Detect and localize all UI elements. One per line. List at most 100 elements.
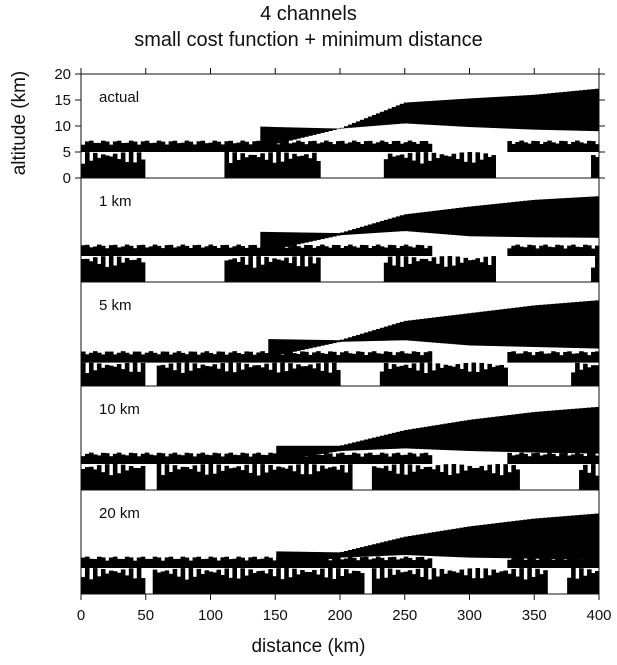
water-cloud-column: [300, 570, 305, 594]
ice-cloud-lower-column: [156, 245, 162, 256]
ice-cloud-lower-column: [547, 452, 552, 464]
ice-cloud-upper-column: [447, 423, 453, 451]
ice-cloud-lower-column: [507, 248, 512, 256]
water-cloud-column: [543, 570, 548, 594]
ice-cloud-upper-column: [288, 445, 293, 459]
ice-cloud-lower-column: [168, 556, 174, 568]
ice-cloud-upper-column: [523, 413, 528, 453]
ice-cloud-upper-column: [268, 126, 273, 145]
ice-cloud-lower-column: [320, 556, 325, 568]
ice-cloud-lower-column: [343, 246, 349, 256]
ice-cloud-upper-column: [483, 204, 489, 237]
water-cloud-column: [112, 366, 118, 386]
ice-cloud-lower-column: [240, 246, 245, 256]
ice-cloud-lower-column: [244, 247, 249, 256]
ice-cloud-upper-column: [328, 128, 333, 131]
water-cloud-column: [284, 257, 289, 282]
ice-cloud-lower-column: [535, 452, 540, 464]
ice-cloud-lower-column: [124, 352, 130, 363]
ice-cloud-upper-column: [375, 113, 381, 126]
ice-cloud-upper-column: [395, 105, 401, 124]
ice-cloud-lower-column: [108, 456, 114, 464]
ice-cloud-upper-column: [340, 232, 345, 236]
ice-cloud-upper-column: [367, 116, 373, 127]
ice-cloud-lower-column: [403, 244, 409, 256]
ice-cloud-upper-column: [435, 531, 441, 557]
water-cloud-column: [455, 473, 461, 490]
ice-cloud-upper-column: [415, 534, 421, 556]
water-cloud-column: [479, 466, 485, 490]
ice-cloud-lower-column: [328, 560, 333, 568]
water-cloud-column: [471, 259, 477, 282]
ice-cloud-lower-column: [343, 454, 349, 464]
ice-cloud-upper-column: [571, 302, 576, 348]
ice-cloud-lower-column: [268, 246, 273, 256]
water-cloud-column: [435, 576, 441, 594]
ice-cloud-upper-column: [511, 95, 516, 129]
water-cloud-column: [423, 467, 429, 490]
ice-cloud-upper-column: [288, 232, 293, 246]
panel-3-label: 5 km: [99, 297, 132, 314]
ice-cloud-upper-column: [555, 92, 560, 131]
ice-cloud-lower-column: [136, 351, 142, 363]
ice-cloud-lower-column: [184, 140, 190, 152]
ice-cloud-lower-column: [96, 455, 102, 464]
ice-cloud-upper-column: [427, 318, 433, 343]
water-cloud-column: [431, 370, 437, 386]
ice-cloud-lower-column: [224, 354, 230, 363]
ice-cloud-upper-column: [316, 552, 321, 561]
water-cloud-column: [455, 364, 461, 386]
water-cloud-column: [128, 371, 134, 386]
ice-cloud-lower-column: [419, 556, 425, 568]
ice-cloud-lower-column: [156, 140, 162, 152]
ice-cloud-upper-column: [343, 550, 349, 558]
ice-cloud-upper-column: [324, 128, 329, 132]
ice-cloud-lower-column: [224, 141, 230, 152]
ice-cloud-upper-column: [292, 339, 297, 352]
ice-cloud-lower-column: [164, 245, 170, 256]
ice-cloud-lower-column: [288, 143, 293, 152]
water-cloud-column: [463, 470, 469, 490]
ice-cloud-upper-column: [475, 97, 481, 128]
water-cloud-column: [192, 363, 198, 386]
water-cloud-column: [228, 162, 234, 178]
ice-cloud-lower-column: [355, 560, 361, 568]
ice-cloud-upper-column: [467, 419, 473, 451]
water-cloud-column: [304, 571, 309, 594]
water-cloud-column: [236, 261, 241, 282]
water-cloud-column: [387, 256, 393, 282]
ice-cloud-upper-column: [288, 339, 293, 353]
water-cloud-column: [523, 579, 528, 594]
ice-cloud-upper-column: [328, 445, 333, 453]
ice-cloud-lower-column: [379, 452, 385, 464]
ice-cloud-lower-column: [284, 140, 289, 152]
ice-cloud-upper-column: [328, 552, 333, 560]
water-cloud-column: [320, 370, 325, 386]
ice-cloud-lower-column: [120, 558, 126, 568]
ice-cloud-lower-column: [539, 245, 544, 256]
water-cloud-column: [332, 362, 337, 386]
ice-cloud-lower-column: [268, 452, 273, 464]
ice-cloud-upper-column: [332, 340, 337, 344]
ice-cloud-upper-column: [423, 426, 429, 450]
ice-cloud-lower-column: [567, 558, 572, 568]
ice-cloud-upper-column: [375, 222, 381, 233]
ice-cloud-upper-column: [332, 128, 337, 131]
ice-cloud-upper-column: [451, 422, 457, 451]
water-cloud-column: [403, 256, 409, 282]
water-cloud-column: [591, 155, 596, 178]
water-cloud-column: [252, 464, 257, 490]
ice-cloud-lower-column: [363, 355, 369, 363]
water-cloud-column: [236, 362, 241, 386]
ice-cloud-lower-column: [272, 247, 277, 256]
ice-cloud-upper-column: [507, 415, 512, 452]
ice-cloud-upper-column: [447, 529, 453, 557]
water-cloud-column: [383, 465, 389, 490]
water-cloud-column: [84, 152, 90, 178]
ice-cloud-lower-column: [324, 452, 329, 464]
ice-cloud-lower-column: [284, 352, 289, 363]
ice-cloud-lower-column: [132, 248, 138, 256]
water-cloud-column: [595, 365, 599, 386]
ice-cloud-upper-column: [479, 205, 485, 237]
water-cloud-column: [407, 263, 413, 282]
